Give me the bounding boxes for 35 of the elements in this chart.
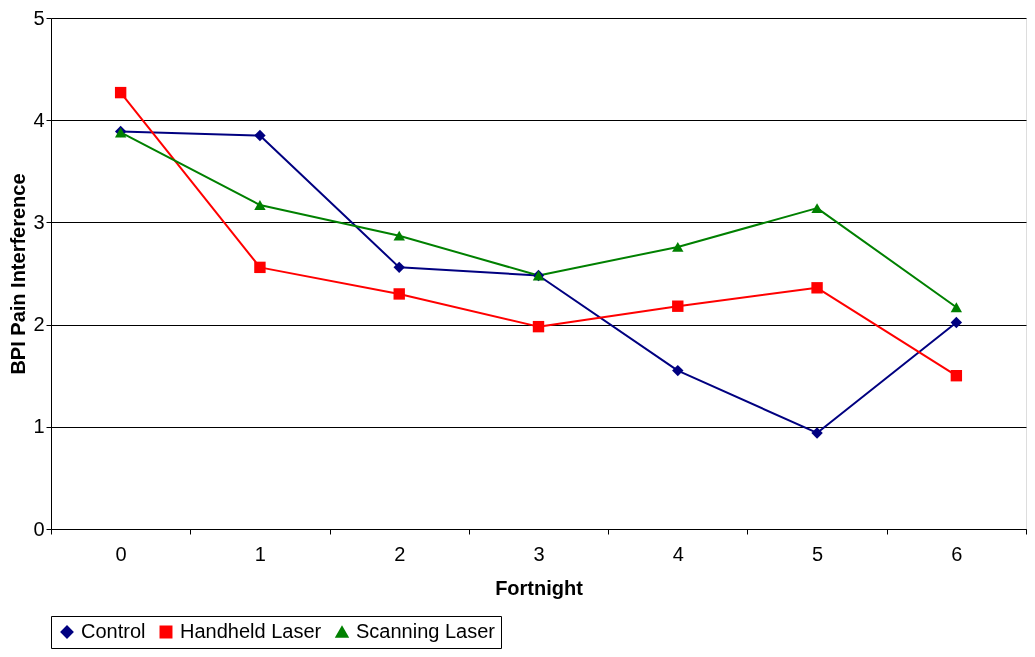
point: [672, 300, 684, 312]
y-tick-label: 4: [33, 108, 45, 131]
y-axis-title: BPI Pain Interference: [7, 173, 30, 375]
x-tick-label: 2: [394, 542, 406, 565]
y-tick-label: 5: [33, 6, 45, 29]
point: [254, 200, 266, 210]
point: [393, 288, 405, 300]
x-axis-title: Fortnight: [495, 576, 584, 599]
point: [672, 241, 684, 252]
point: [114, 86, 127, 99]
point: [393, 230, 405, 241]
legend-label: Handheld Laser: [180, 620, 322, 642]
point: [393, 261, 405, 274]
legend-label: Scanning Laser: [356, 620, 496, 642]
point: [254, 261, 266, 274]
point: [950, 370, 963, 382]
x-tick-label: 6: [951, 542, 963, 565]
point: [950, 316, 963, 329]
x-tick-label: 3: [533, 542, 545, 565]
point: [811, 427, 823, 439]
point: [950, 302, 963, 313]
y-tick-label: 0: [33, 517, 45, 540]
x-tick-label: 1: [254, 542, 266, 565]
y-tick-label: 1: [33, 415, 45, 438]
point: [532, 320, 545, 333]
x-tick-label: 4: [672, 542, 684, 565]
point: [254, 129, 266, 142]
point: [811, 282, 823, 294]
y-tick-label: 2: [33, 313, 45, 336]
x-tick-label: 5: [812, 542, 824, 565]
y-tick-label: 3: [33, 210, 45, 233]
point: [672, 364, 684, 377]
legend-label: Control: [81, 620, 146, 642]
point: [811, 203, 823, 214]
x-tick-label: 0: [115, 542, 127, 565]
